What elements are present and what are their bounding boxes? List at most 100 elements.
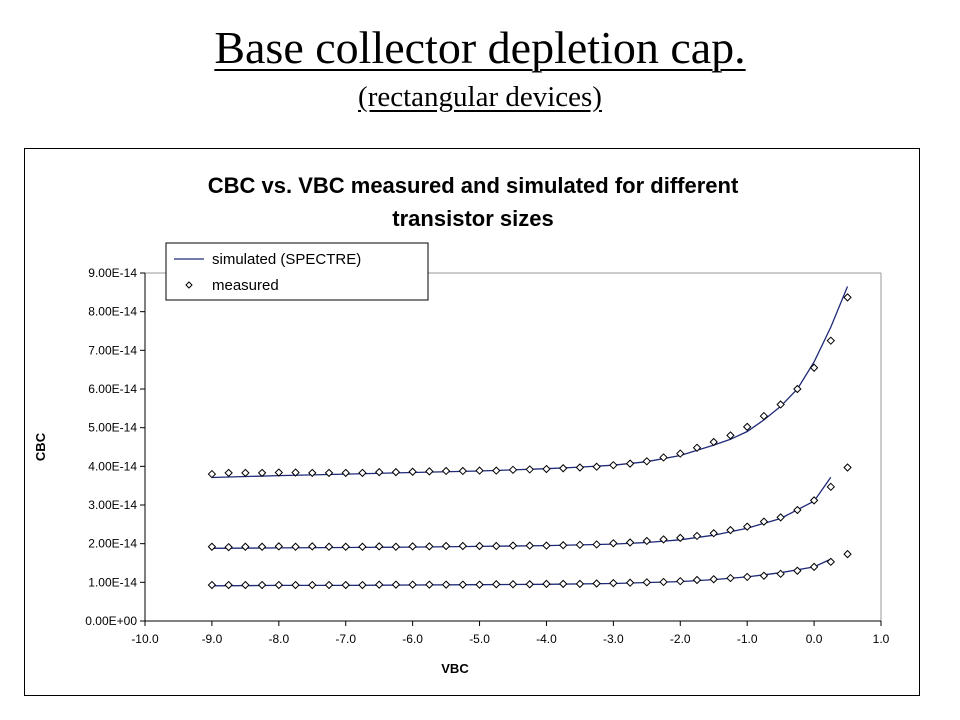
legend-box [165, 242, 429, 301]
measured-point [458, 466, 468, 476]
measured-point [241, 542, 250, 551]
measured-point [759, 411, 769, 421]
simulated-series-line [211, 476, 832, 549]
measured-point [508, 465, 518, 475]
legend-diamond-swatch [185, 281, 193, 289]
measured-point [358, 468, 367, 478]
measured-point [726, 431, 735, 440]
measured-point [575, 579, 585, 589]
measured-point [224, 580, 233, 590]
measured-point [809, 562, 819, 572]
measured-point [575, 540, 585, 550]
measured-point [241, 580, 250, 590]
x-tick-label: -2.0 [670, 632, 691, 646]
measured-point [625, 578, 635, 587]
measured-point [659, 577, 668, 587]
measured-point [408, 467, 417, 476]
measured-point [341, 542, 350, 551]
measured-point [826, 336, 836, 345]
measured-point [742, 572, 752, 582]
measured-point [558, 541, 568, 550]
y-tick-label: 1.00E-14 [88, 575, 137, 589]
measured-point [542, 464, 551, 474]
x-tick-label: -7.0 [335, 632, 356, 646]
measured-point [692, 531, 702, 541]
measured-point [324, 542, 334, 551]
measured-point [274, 468, 284, 477]
measured-point [525, 541, 534, 550]
simulated-series-line [211, 286, 849, 479]
measured-point [224, 542, 233, 552]
measured-point [776, 513, 785, 522]
measured-point [843, 549, 852, 559]
measured-point [425, 542, 434, 551]
measured-point [809, 496, 819, 505]
slide-title: Base collector depletion cap. [214, 22, 746, 73]
measured-point [207, 542, 217, 551]
chart-title-line: transistor sizes [392, 206, 553, 231]
x-tick-label: -4.0 [536, 632, 557, 646]
measured-point [592, 579, 601, 588]
x-tick-label: 0.0 [806, 632, 823, 646]
y-tick-label: 7.00E-14 [88, 343, 137, 357]
measured-point [609, 539, 618, 548]
measured-point [592, 462, 601, 471]
measured-point [425, 580, 434, 589]
measured-point [391, 542, 401, 551]
measured-point [324, 580, 334, 590]
x-tick-label: -10.0 [131, 632, 159, 646]
measured-point [441, 541, 451, 551]
measured-point [508, 541, 518, 550]
measured-point [358, 542, 367, 551]
measured-point [291, 580, 300, 590]
x-tick-label: -6.0 [402, 632, 423, 646]
measured-point [676, 576, 685, 586]
measured-point [224, 468, 233, 478]
measured-point [441, 580, 451, 589]
measured-point [642, 536, 652, 546]
measured-point [558, 579, 568, 589]
measured-point [207, 469, 217, 479]
measured-point [826, 482, 836, 492]
measured-point [308, 542, 317, 551]
measured-point [625, 538, 635, 547]
y-tick-label: 3.00E-14 [88, 498, 137, 512]
x-tick-label: -3.0 [603, 632, 624, 646]
y-tick-label: 4.00E-14 [88, 459, 137, 473]
measured-point [374, 467, 384, 477]
y-tick-label: 6.00E-14 [88, 382, 137, 396]
measured-point [374, 580, 384, 589]
measured-point [676, 533, 685, 543]
measured-point [324, 468, 334, 478]
measured-point [374, 542, 384, 551]
measured-point [742, 522, 752, 531]
y-tick-label: 5.00E-14 [88, 421, 137, 435]
measured-point [592, 540, 601, 549]
measured-point [692, 575, 702, 585]
measured-point [742, 422, 752, 432]
measured-point [308, 468, 317, 478]
measured-point [676, 449, 685, 458]
x-tick-label: 1.0 [873, 632, 890, 646]
measured-point [793, 505, 802, 515]
y-tick-label: 0.00E+00 [85, 614, 137, 628]
measured-point [793, 566, 802, 575]
x-tick-label: -8.0 [268, 632, 289, 646]
measured-point [257, 542, 267, 551]
measured-point [475, 466, 484, 475]
measured-point [458, 580, 468, 589]
measured-point [826, 557, 836, 567]
measured-point [726, 573, 735, 583]
chart: CBC vs. VBC measured and simulated for d… [33, 173, 890, 676]
measured-point [843, 463, 852, 472]
measured-point [726, 525, 735, 535]
legend-label-measured: measured [212, 277, 279, 294]
measured-point [709, 575, 718, 584]
chart-title-line: CBC vs. VBC measured and simulated for d… [208, 173, 739, 198]
measured-point [709, 529, 718, 538]
measured-point [257, 468, 267, 478]
measured-point [341, 468, 350, 478]
measured-point [759, 571, 769, 580]
measured-point [475, 541, 484, 551]
measured-point [207, 580, 217, 590]
